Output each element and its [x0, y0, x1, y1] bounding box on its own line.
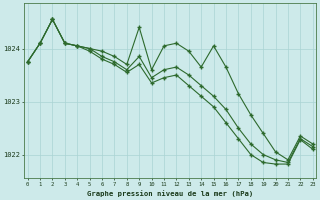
X-axis label: Graphe pression niveau de la mer (hPa): Graphe pression niveau de la mer (hPa)	[87, 190, 253, 197]
